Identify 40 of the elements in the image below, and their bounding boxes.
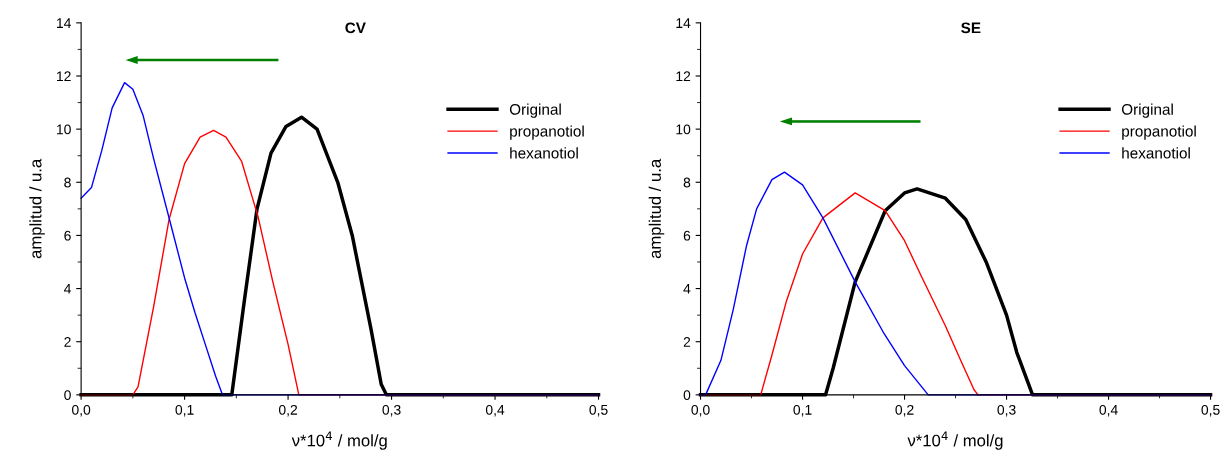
y-tick-label: 2 bbox=[64, 337, 71, 347]
y-tick-label: 6 bbox=[64, 230, 71, 241]
legend-label: hexanotiol bbox=[510, 147, 578, 159]
x-axis-title: ν*10$^{4}$ / mol/g bbox=[291, 431, 387, 450]
y-tick-label: 8 bbox=[64, 177, 71, 188]
x-tick-label: 0,1 bbox=[175, 404, 194, 417]
x-tick-label: 0,5 bbox=[589, 404, 608, 417]
x-tick-label: 0,2 bbox=[895, 404, 914, 417]
y-axis-title: amplitud / u.a bbox=[29, 158, 45, 259]
y-tick-label: 14 bbox=[676, 18, 691, 28]
x-tick-label: 0,4 bbox=[1099, 404, 1118, 417]
y-tick-label: 0 bbox=[64, 390, 71, 401]
y-tick-label: 8 bbox=[683, 177, 691, 188]
y-axis-title: amplitud / u.a bbox=[648, 158, 665, 259]
y-tick-label: 10 bbox=[676, 124, 691, 135]
x-tick-label: 0,5 bbox=[1201, 404, 1220, 417]
x-tick-label: 0,0 bbox=[691, 404, 710, 417]
x-tick-label: 0,4 bbox=[485, 404, 505, 417]
y-tick-label: 6 bbox=[683, 230, 691, 241]
legend-label: propanotiol bbox=[1122, 125, 1196, 140]
legend-label: Original bbox=[509, 103, 561, 118]
legend-label: Original bbox=[1121, 103, 1173, 118]
y-tick-label: 4 bbox=[63, 284, 71, 294]
x-tick-label: 0,2 bbox=[278, 404, 298, 417]
chart-title: CV bbox=[345, 22, 366, 34]
y-tick-label: 10 bbox=[57, 124, 71, 135]
x-tick-label: 0,1 bbox=[793, 404, 812, 417]
y-tick-label: 12 bbox=[57, 71, 71, 82]
legend-label: propanotiol bbox=[510, 125, 584, 140]
y-tick-label: 2 bbox=[683, 337, 691, 347]
x-tick-label: 0,3 bbox=[997, 404, 1016, 417]
x-tick-label: 0,0 bbox=[72, 404, 91, 417]
y-tick-label: 4 bbox=[683, 284, 691, 294]
legend-label: hexanotiol bbox=[1122, 147, 1190, 159]
y-tick-label: 0 bbox=[683, 390, 691, 401]
y-tick-label: 14 bbox=[57, 18, 71, 28]
x-tick-label: 0,3 bbox=[382, 404, 401, 417]
x-axis-title: ν*10$^{4}$ / mol/g bbox=[907, 431, 1003, 450]
chart-title: SE bbox=[961, 22, 981, 34]
y-tick-label: 12 bbox=[676, 71, 691, 82]
